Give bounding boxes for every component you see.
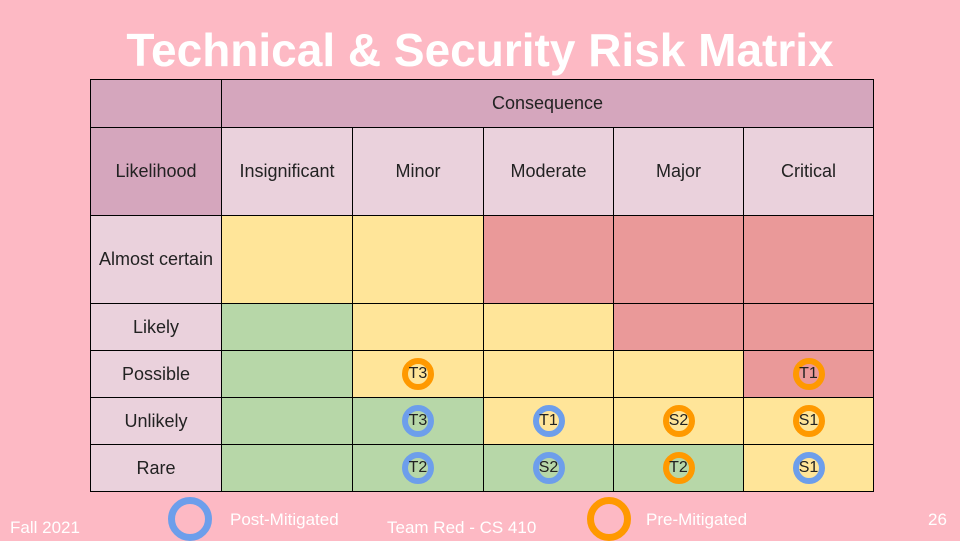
matrix-cell: T2 [352,444,484,492]
likelihood-unlikely: Unlikely [90,397,222,445]
matrix-cell: T1 [483,397,614,445]
matrix-cell [743,215,874,304]
matrix-cell [352,215,484,304]
consequence-minor: Minor [352,127,484,216]
matrix-cell [221,303,353,351]
matrix-cell: T2 [613,444,744,492]
risk-marker-pre: T3 [402,358,434,390]
matrix-cell [613,350,744,398]
risk-marker-post: S1 [792,452,825,484]
matrix-cell [613,303,744,351]
slide-title: Technical & Security Risk Matrix [126,24,834,76]
risk-marker-pre: S1 [792,405,825,437]
consequence-moderate: Moderate [483,127,614,216]
matrix-cell: T3 [352,350,484,398]
risk-marker-post: T2 [402,452,434,484]
matrix-cell: T3 [352,397,484,445]
footer-team: Team Red - CS 410 [387,518,537,537]
matrix-cell [483,350,614,398]
consequence-major: Major [613,127,744,216]
consequence-critical: Critical [743,127,874,216]
matrix-cell [221,215,353,304]
post-mitigated-legend-icon [168,497,212,541]
footer-term: Fall 2021 [10,518,80,537]
matrix-cell: S2 [613,397,744,445]
matrix-cell: S1 [743,397,874,445]
risk-marker-pre: T2 [662,452,695,484]
post-mitigated-label: Post-Mitigated [230,510,339,529]
matrix-cell [221,444,353,492]
matrix-cell: T1 [743,350,874,398]
matrix-cell [352,303,484,351]
matrix-cell [613,215,744,304]
likelihood-almost-certain: Almost certain [90,215,222,304]
matrix-cell [221,397,353,445]
matrix-cell [221,350,353,398]
matrix-cell [483,303,614,351]
risk-marker-post: T3 [402,405,434,437]
page-number: 26 [928,510,947,529]
corner-cell [90,79,222,128]
consequence-insignificant: Insignificant [221,127,353,216]
matrix-cell: S1 [743,444,874,492]
consequence-header: Consequence [221,79,874,128]
pre-mitigated-label: Pre-Mitigated [646,510,748,529]
pre-mitigated-legend-icon [587,497,631,541]
likelihood-rare: Rare [90,444,222,492]
matrix-cell: S2 [483,444,614,492]
likelihood-header: Likelihood [90,127,222,216]
risk-marker-post: T1 [532,405,565,437]
risk-marker-pre: S2 [662,405,695,437]
likelihood-possible: Possible [90,350,222,398]
matrix-cell [483,215,614,304]
risk-matrix: Consequence Likelihood Insignificant Min… [90,79,874,492]
likelihood-likely: Likely [90,303,222,351]
matrix-cell [743,303,874,351]
risk-marker-post: S2 [532,452,565,484]
risk-marker-pre: T1 [792,358,825,390]
